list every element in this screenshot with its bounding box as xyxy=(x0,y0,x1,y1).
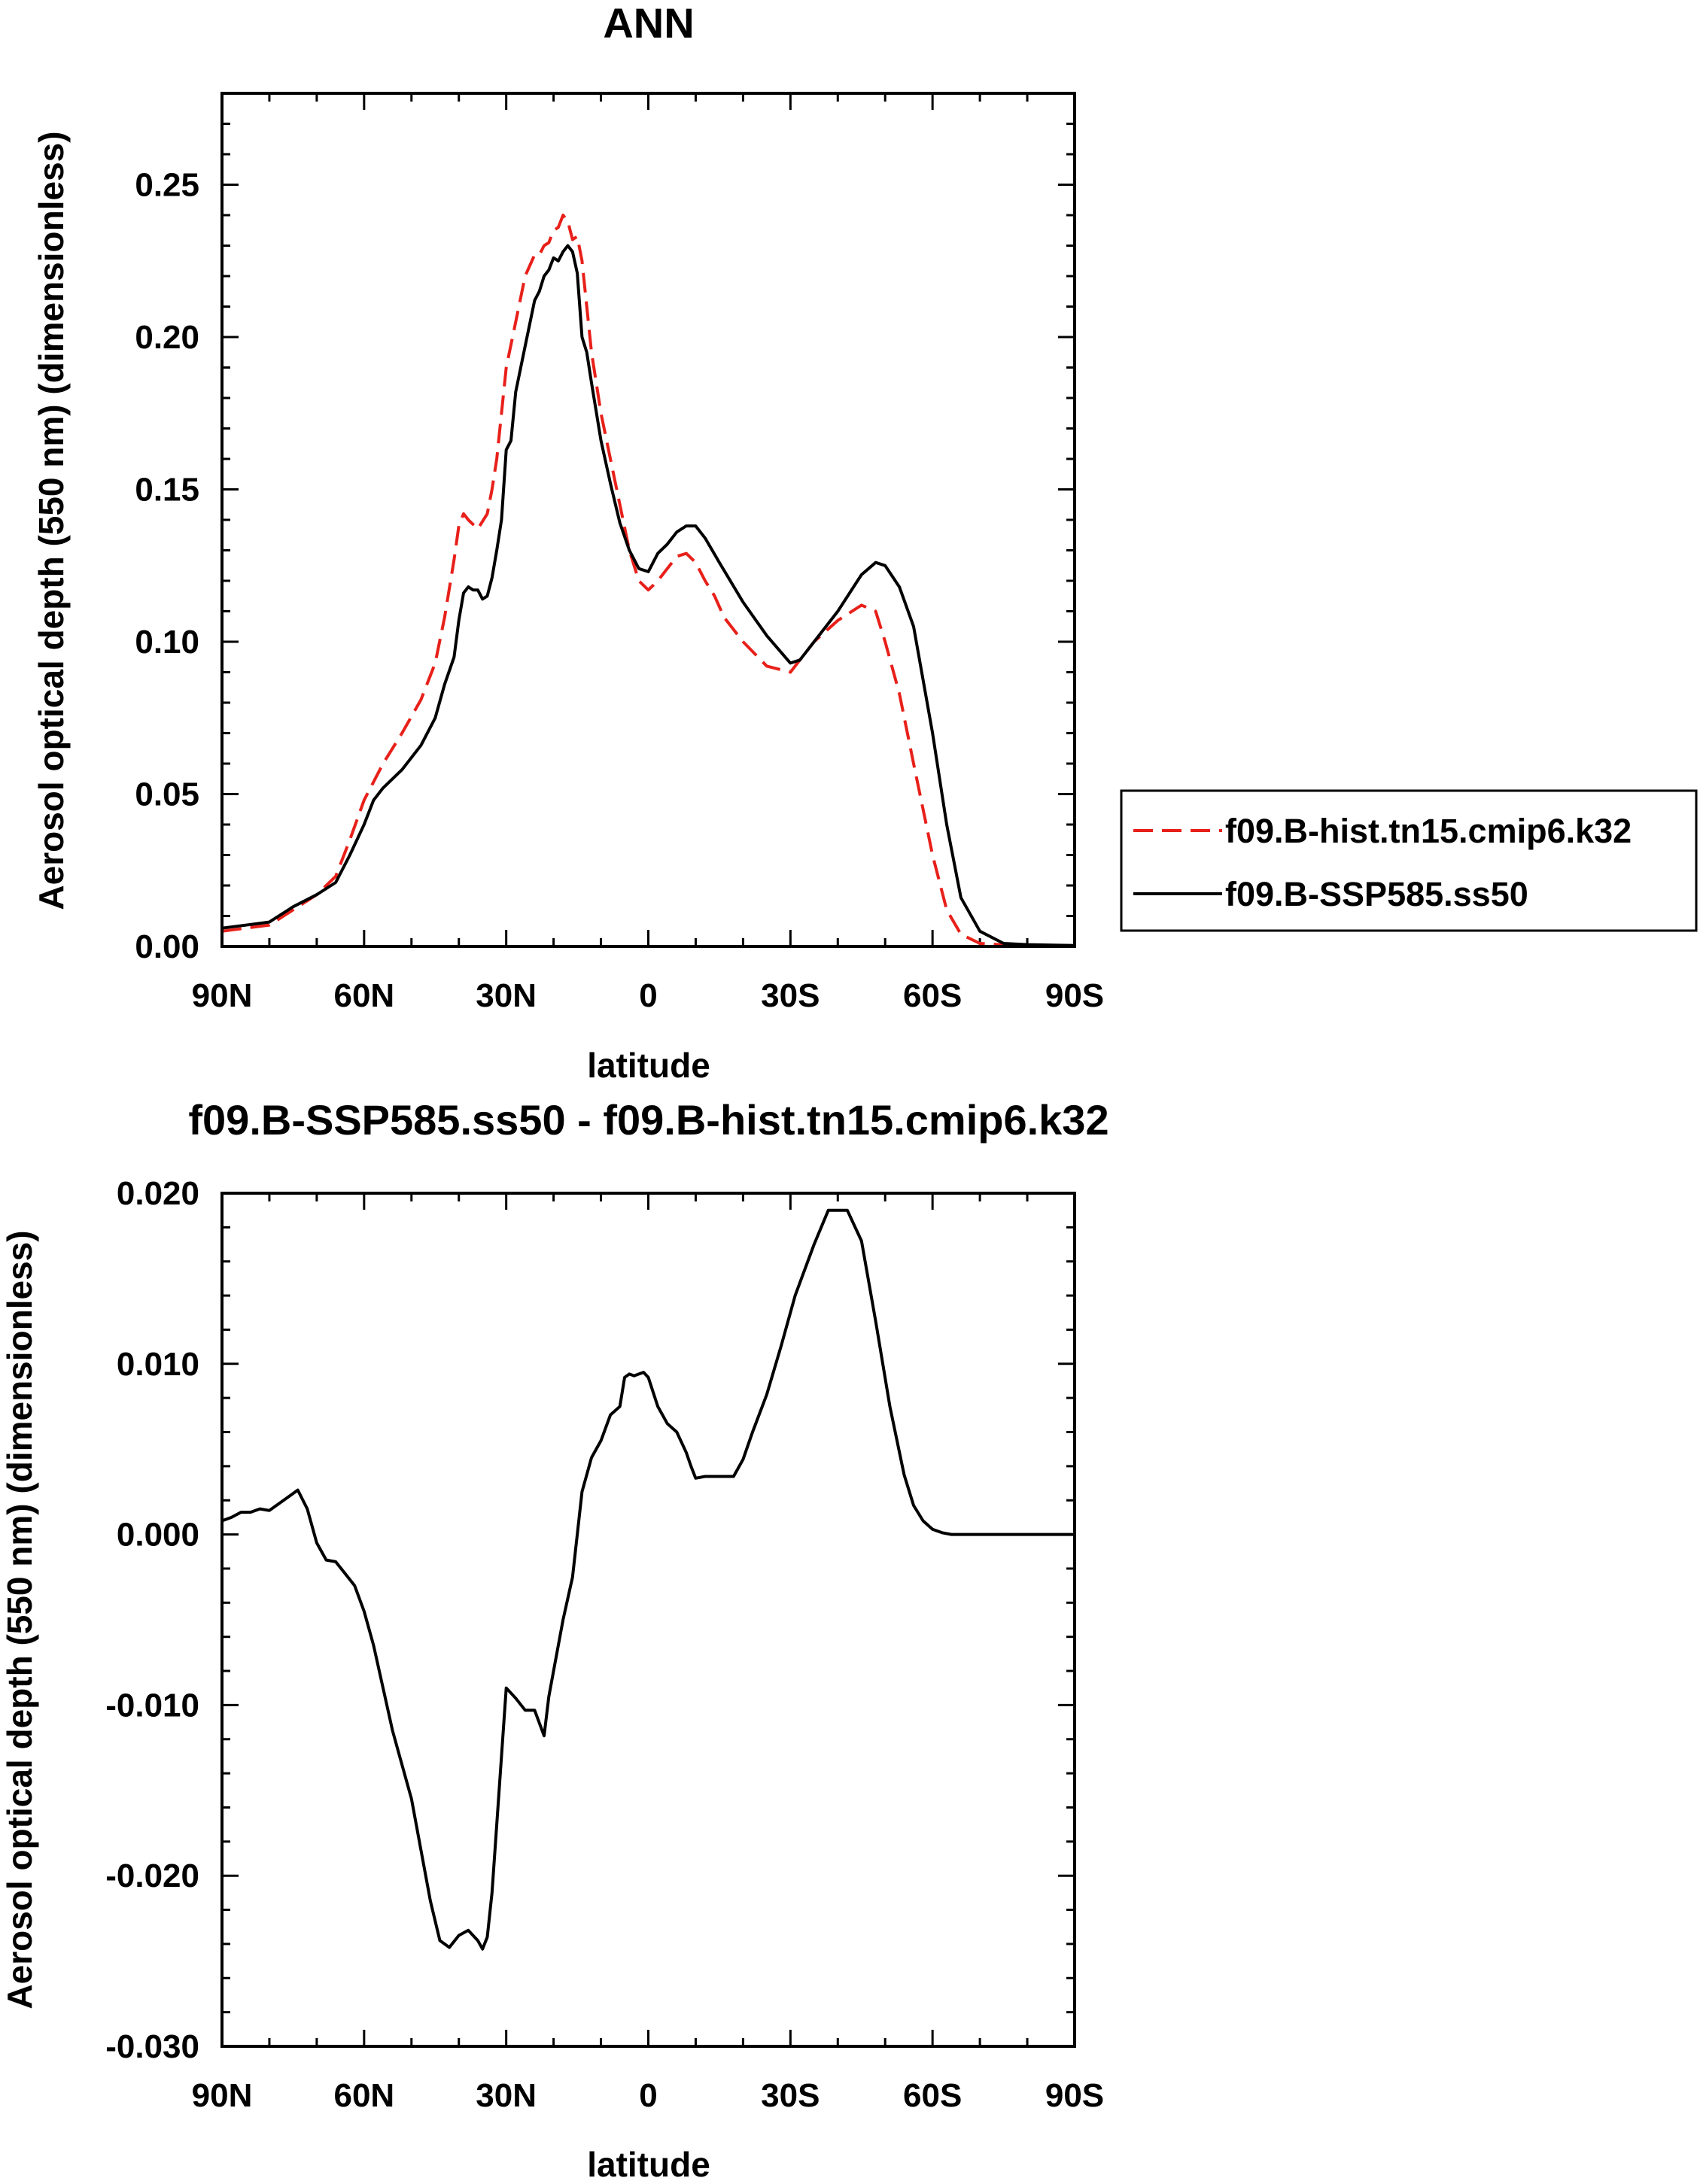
y-tick-labels: -0.030 -0.020 -0.010 0.000 0.010 0.020 xyxy=(105,1175,199,2065)
x-tick-label: 90S xyxy=(1045,977,1104,1014)
y-tick-label: -0.020 xyxy=(105,1857,199,1894)
y-tick-label: 0.00 xyxy=(135,928,199,965)
series-line-difference xyxy=(221,1208,1075,1951)
y-tick-labels: 0.00 0.05 0.10 0.15 0.20 0.25 xyxy=(135,167,199,966)
legend: f09.B-hist.tn15.cmip6.k32 f09.B-SSP585.s… xyxy=(1120,789,1698,932)
x-tick-label: 30S xyxy=(761,2077,820,2114)
y-tick-label: 0.000 xyxy=(117,1517,199,1554)
panel-title: ANN xyxy=(603,0,694,47)
legend-box xyxy=(1120,789,1698,932)
plot-frame xyxy=(220,1192,1076,2048)
x-tick-label: 0 xyxy=(639,2077,657,2114)
legend-label-ssp: f09.B-SSP585.ss50 xyxy=(1225,875,1528,913)
x-tick-label: 30S xyxy=(761,977,820,1014)
y-tick-label: 0.010 xyxy=(117,1346,199,1383)
x-tick-label: 0 xyxy=(639,977,657,1014)
x-tick-label: 30N xyxy=(476,977,537,1014)
legend-label-hist: f09.B-hist.tn15.cmip6.k32 xyxy=(1225,812,1632,850)
x-tick-label: 60S xyxy=(903,2077,962,2114)
series-layer xyxy=(221,1208,1075,1951)
x-tick-label: 90S xyxy=(1045,2077,1104,2114)
tick-marks xyxy=(220,1192,1076,2048)
y-tick-label: 0.25 xyxy=(135,167,199,204)
x-tick-labels: 90N 60N 30N 0 30S 60S 90S xyxy=(192,977,1105,1014)
x-tick-label: 60N xyxy=(333,977,394,1014)
x-tick-label: 60S xyxy=(903,977,962,1014)
series-layer xyxy=(221,214,1075,948)
series-line-f09.B-hist.tn15.cmip6.k32 xyxy=(221,214,1075,948)
y-tick-label: 0.15 xyxy=(135,472,199,509)
plot-frame xyxy=(220,92,1076,948)
y-tick-label: 0.10 xyxy=(135,624,199,661)
x-tick-label: 60N xyxy=(333,2077,394,2114)
x-axis-label: latitude xyxy=(587,2145,710,2184)
panel-annual-aod: ANN 90N 60N 30N 0 30S 60S 90S 0.00 0.05 0.10 0.15… xyxy=(32,0,1698,1085)
panel-title: f09.B-SSP585.ss50 - f09.B-hist.tn15.cmip… xyxy=(188,1096,1108,1144)
y-tick-label: -0.030 xyxy=(105,2028,199,2065)
x-tick-label: 90N xyxy=(192,977,253,1014)
panel-difference: f09.B-SSP585.ss50 - f09.B-hist.tn15.cmip… xyxy=(0,1096,1109,2184)
x-axis-label: latitude xyxy=(587,1046,710,1085)
series-line-f09.B-SSP585.ss50 xyxy=(221,244,1075,947)
y-axis-label: Aerosol optical depth (550 nm) (dimensio… xyxy=(0,1230,39,2009)
y-tick-label: 0.20 xyxy=(135,319,199,356)
x-tick-labels: 90N 60N 30N 0 30S 60S 90S xyxy=(192,2077,1105,2114)
y-tick-label: -0.010 xyxy=(105,1687,199,1724)
x-tick-label: 30N xyxy=(476,2077,537,2114)
y-axis-label: Aerosol optical depth (550 nm) (dimensio… xyxy=(32,131,71,910)
y-tick-label: 0.05 xyxy=(135,776,199,813)
x-tick-label: 90N xyxy=(192,2077,253,2114)
y-tick-label: 0.020 xyxy=(117,1175,199,1212)
